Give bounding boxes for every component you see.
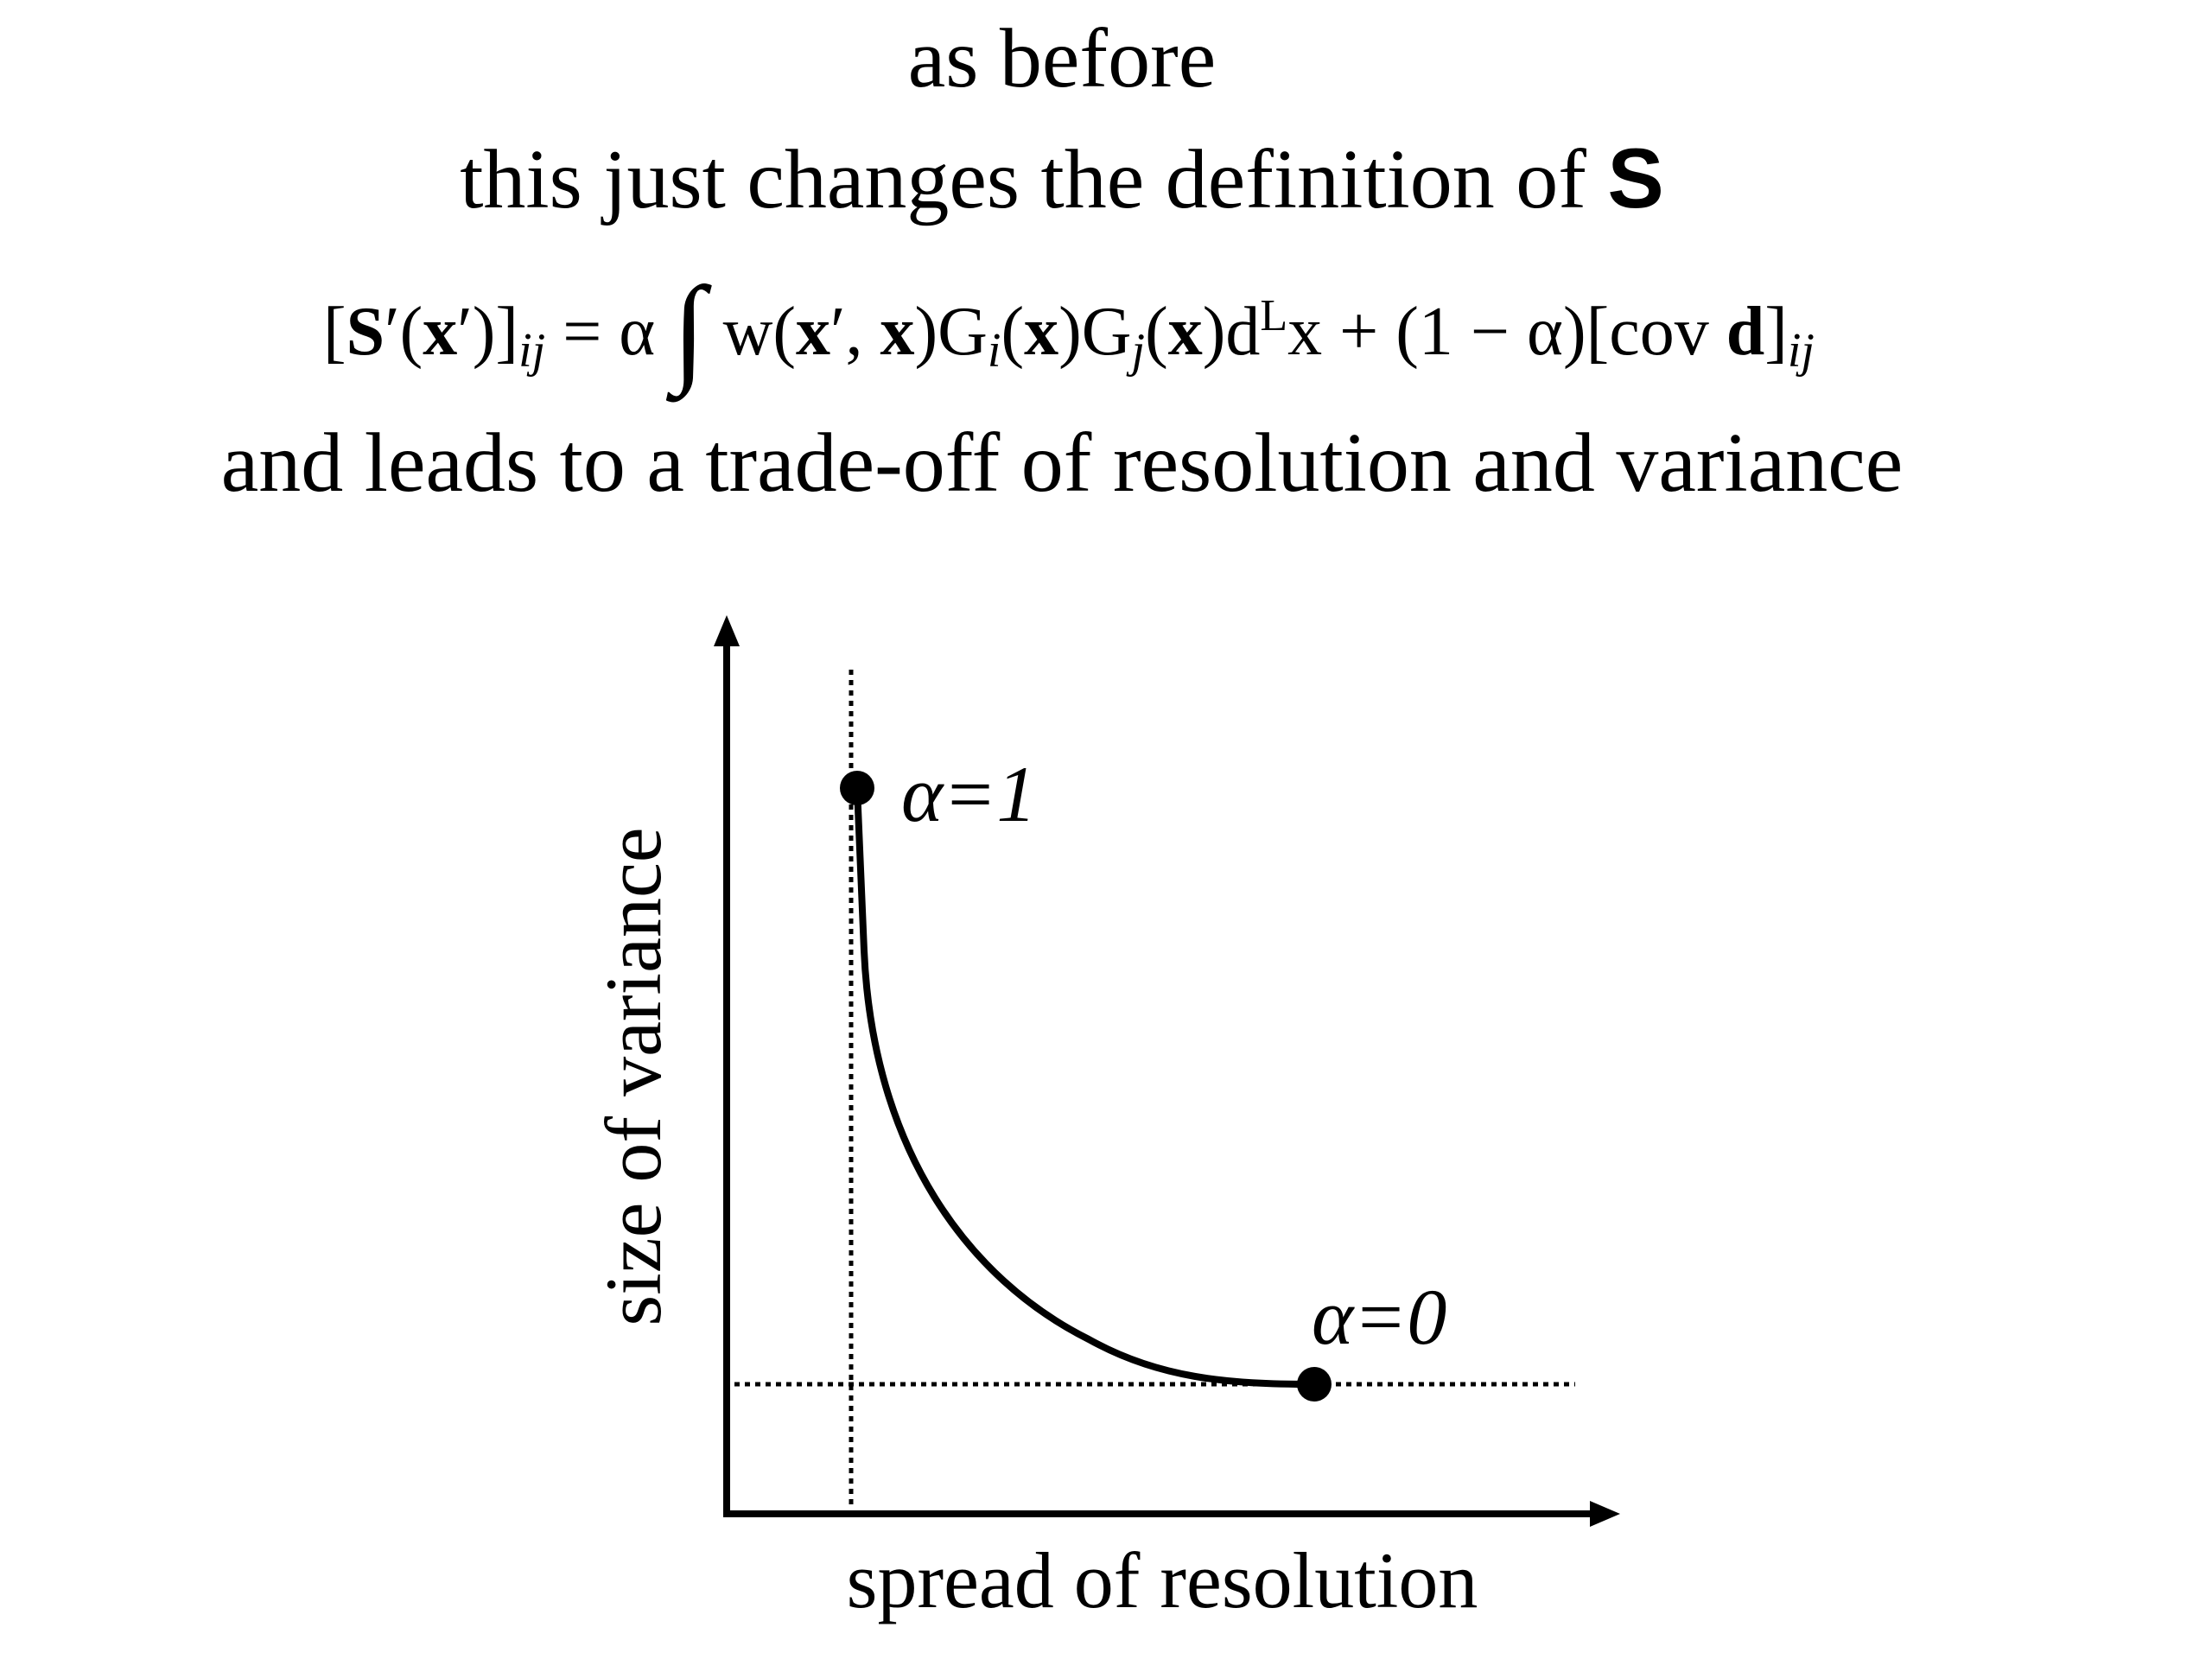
formula-part: x + (1 − α)[cov bbox=[1287, 294, 1726, 370]
formula-part: x bbox=[1024, 294, 1058, 370]
formula-part: ( bbox=[1145, 294, 1168, 370]
trade-off-curve bbox=[854, 787, 1315, 1388]
formula-part: ′)] bbox=[457, 294, 518, 370]
formula-part: x bbox=[423, 294, 457, 370]
text: this just changes the definition of bbox=[460, 133, 1607, 226]
point-high bbox=[840, 771, 874, 805]
formula-part: ( bbox=[1001, 294, 1024, 370]
formula-part: x bbox=[796, 294, 830, 370]
line-second: this just changes the definition of S bbox=[460, 130, 1664, 226]
formula-part: ] bbox=[1764, 294, 1788, 370]
formula-part: w( bbox=[706, 294, 796, 370]
line-first: as before bbox=[908, 12, 1216, 105]
formula-part: j bbox=[1127, 324, 1146, 378]
formula-part: S bbox=[346, 294, 385, 370]
symbol: S bbox=[1607, 130, 1663, 226]
formula-part: [ bbox=[323, 294, 346, 370]
formula-part: i bbox=[988, 324, 1001, 378]
label-alpha-0: α=0 bbox=[1312, 1273, 1446, 1361]
line-fourth: and leads to a trade-off of resolution a… bbox=[221, 416, 1904, 510]
y-arrow bbox=[714, 615, 740, 646]
formula-part: ij bbox=[1788, 324, 1815, 378]
formula-part: ∫ bbox=[665, 263, 712, 403]
formula-part: ′( bbox=[385, 294, 423, 370]
formula-part: ′, bbox=[830, 294, 880, 370]
formula-part: d bbox=[1726, 294, 1765, 370]
formula-part: L bbox=[1260, 291, 1287, 340]
formula-part: )d bbox=[1203, 294, 1261, 370]
point-low bbox=[1297, 1367, 1332, 1402]
formula-part: x bbox=[880, 294, 915, 370]
formula-part: x bbox=[1168, 294, 1203, 370]
formula-part: )G bbox=[915, 294, 988, 370]
formula-part: = α bbox=[545, 294, 672, 370]
formula-part: ij bbox=[518, 324, 545, 378]
formula-part: )G bbox=[1058, 294, 1131, 370]
label-alpha-1: α=1 bbox=[901, 750, 1036, 838]
diagram bbox=[714, 615, 1620, 1527]
formula: [S′(x′)]ij = α ∫ w(x′, x)Gi(x)Gj(x)dLx +… bbox=[323, 263, 1815, 403]
x-axis-label: spread of resolution bbox=[847, 1536, 1478, 1624]
x-arrow bbox=[1590, 1501, 1620, 1527]
y-axis-label: size of variance bbox=[589, 827, 677, 1325]
